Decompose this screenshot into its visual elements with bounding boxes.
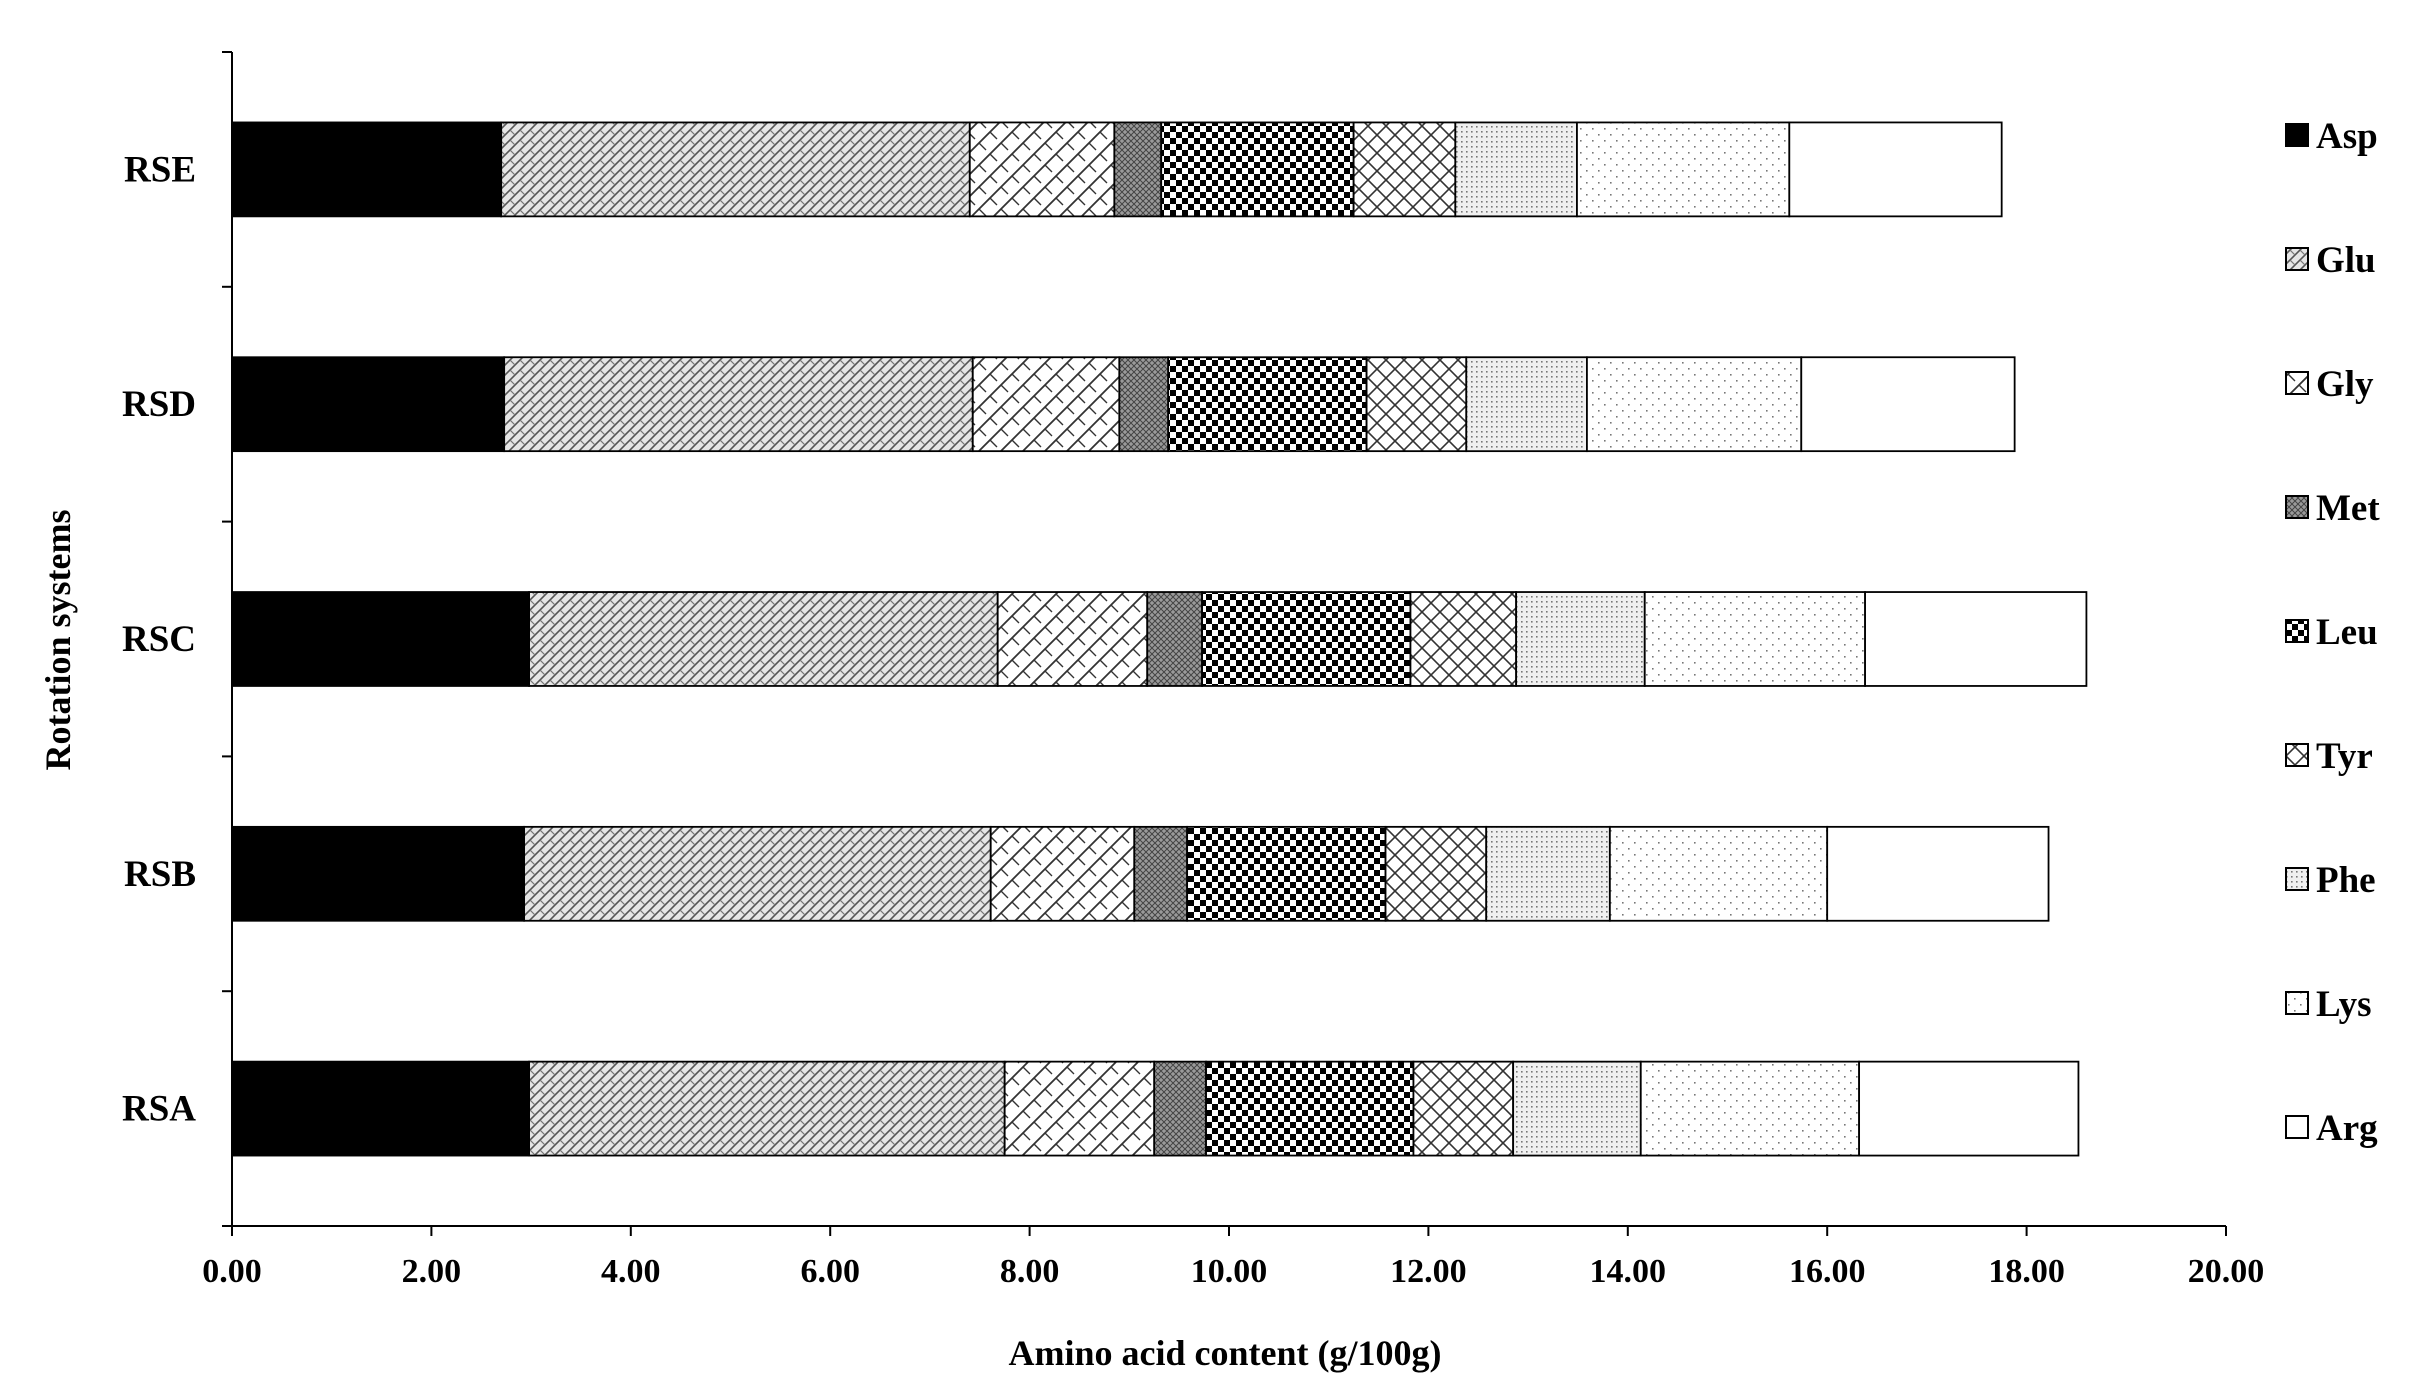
- x-axis-ticks: [231, 1226, 2227, 1236]
- bar-segment-arg-rsc: [1864, 591, 2088, 687]
- category-label: RSE: [124, 149, 196, 190]
- category-labels: RSA RSB RSC RSD RSE: [122, 149, 196, 1129]
- bar-segment-tyr-rsc: [1409, 591, 1518, 687]
- bar-segment-phe-rsb: [1485, 825, 1611, 922]
- legend-label-glu: Glu: [2316, 240, 2376, 281]
- bar-segment-phe-rsd: [1465, 356, 1588, 453]
- bar-segment-glu-rse: [500, 121, 971, 218]
- legend-swatch-met: [2285, 495, 2309, 519]
- bar-segment-lys-rse: [1576, 121, 1791, 218]
- legend-swatch-arg: [2285, 1115, 2309, 1139]
- category-label: RSD: [122, 384, 196, 425]
- bar-segment-gly-rse: [968, 121, 1116, 218]
- x-tick-label: 20.00: [2188, 1253, 2265, 1290]
- x-tick-label: 8.00: [1000, 1253, 1060, 1290]
- x-tick-label: 14.00: [1590, 1253, 1667, 1290]
- bar-segment-phe-rse: [1454, 121, 1578, 218]
- x-tick-label: 18.00: [1988, 1253, 2065, 1290]
- legend-swatch-glu: [2285, 247, 2309, 271]
- legend: Asp Glu Gly Met Leu Tyr Phe Lys Arg: [2285, 116, 2380, 1149]
- bar-segment-lys-rsd: [1586, 356, 1803, 453]
- legend-swatch-asp: [2285, 123, 2309, 147]
- legend-label-asp: Asp: [2316, 116, 2378, 157]
- bar-segment-lys-rsa: [1639, 1060, 1861, 1157]
- category-label: RSA: [122, 1089, 196, 1130]
- bar-group: [231, 121, 2088, 1157]
- bar-segment-gly-rsb: [989, 825, 1136, 922]
- legend-swatch-leu: [2285, 619, 2309, 643]
- legend-swatch-phe: [2285, 867, 2309, 891]
- bar-segment-glu-rsb: [523, 825, 992, 922]
- category-label: RSC: [122, 619, 196, 660]
- bar-segment-arg-rsd: [1800, 356, 2016, 453]
- bar-segment-met-rse: [1113, 121, 1163, 218]
- legend-label-met: Met: [2316, 488, 2380, 529]
- legend-label-arg: Arg: [2316, 1108, 2378, 1149]
- bar-segment-met-rsd: [1118, 356, 1170, 453]
- bar-segment-glu-rsd: [503, 356, 974, 453]
- bar-segment-glu-rsa: [528, 1060, 1006, 1157]
- bar-segment-met-rsb: [1133, 825, 1189, 922]
- bar-segment-gly-rsd: [971, 356, 1121, 453]
- x-tick-labels: 0.00 2.00 4.00 6.00 8.00 10.00 12.00 14.00 16.00…: [202, 1253, 2264, 1290]
- bar-segment-lys-rsc: [1643, 591, 1866, 687]
- bar-segment-tyr-rsa: [1412, 1060, 1515, 1157]
- bar-segment-arg-rsb: [1826, 825, 2050, 922]
- bar-segment-lys-rsb: [1608, 825, 1829, 922]
- bar-segment-met-rsa: [1153, 1060, 1207, 1157]
- bar-segment-gly-rsa: [1003, 1060, 1156, 1157]
- bar-segment-arg-rse: [1788, 121, 2003, 218]
- x-tick-label: 10.00: [1191, 1253, 1268, 1290]
- x-tick-label: 16.00: [1789, 1253, 1866, 1290]
- bar-segment-tyr-rsd: [1365, 356, 1468, 453]
- x-tick-label: 0.00: [202, 1253, 262, 1290]
- bar-segment-leu-rsc: [1201, 591, 1412, 687]
- bar-segment-asp-rsb: [231, 825, 526, 922]
- bar-segment-asp-rse: [231, 121, 503, 218]
- x-tick-label: 2.00: [402, 1253, 462, 1290]
- bar-segment-tyr-rsb: [1384, 825, 1488, 922]
- x-tick-label: 4.00: [601, 1253, 661, 1290]
- bar-segment-leu-rsd: [1167, 356, 1368, 453]
- y-axis-ticks: [222, 51, 232, 1227]
- legend-label-tyr: Tyr: [2316, 736, 2373, 777]
- bar-segment-tyr-rse: [1352, 121, 1457, 218]
- x-tick-label: 12.00: [1390, 1253, 1467, 1290]
- legend-swatch-lys: [2285, 991, 2309, 1015]
- y-axis-title: Rotation systems: [38, 510, 78, 771]
- legend-swatch-gly: [2285, 371, 2309, 395]
- bar-segment-gly-rsc: [996, 591, 1149, 687]
- bar-segment-asp-rsc: [231, 591, 531, 687]
- x-axis-title: Amino acid content (g/100g): [1009, 1333, 1442, 1373]
- bar-segment-leu-rsb: [1186, 825, 1387, 922]
- bar-segment-met-rsc: [1146, 591, 1203, 687]
- bar-segment-phe-rsa: [1512, 1060, 1642, 1157]
- bar-segment-asp-rsa: [231, 1060, 531, 1157]
- bar-segment-arg-rsa: [1858, 1060, 2080, 1157]
- legend-swatch-tyr: [2285, 743, 2309, 767]
- legend-label-lys: Lys: [2316, 984, 2372, 1025]
- bar-segment-asp-rsd: [231, 356, 506, 453]
- x-tick-label: 6.00: [800, 1253, 860, 1290]
- legend-label-phe: Phe: [2316, 860, 2376, 901]
- legend-label-leu: Leu: [2316, 612, 2378, 653]
- legend-label-gly: Gly: [2316, 364, 2374, 405]
- category-label: RSB: [124, 854, 196, 895]
- bar-segment-leu-rsa: [1205, 1060, 1415, 1157]
- bar-segment-glu-rsc: [528, 591, 999, 687]
- bar-segment-leu-rse: [1160, 121, 1355, 218]
- bar-segment-phe-rsc: [1515, 591, 1646, 687]
